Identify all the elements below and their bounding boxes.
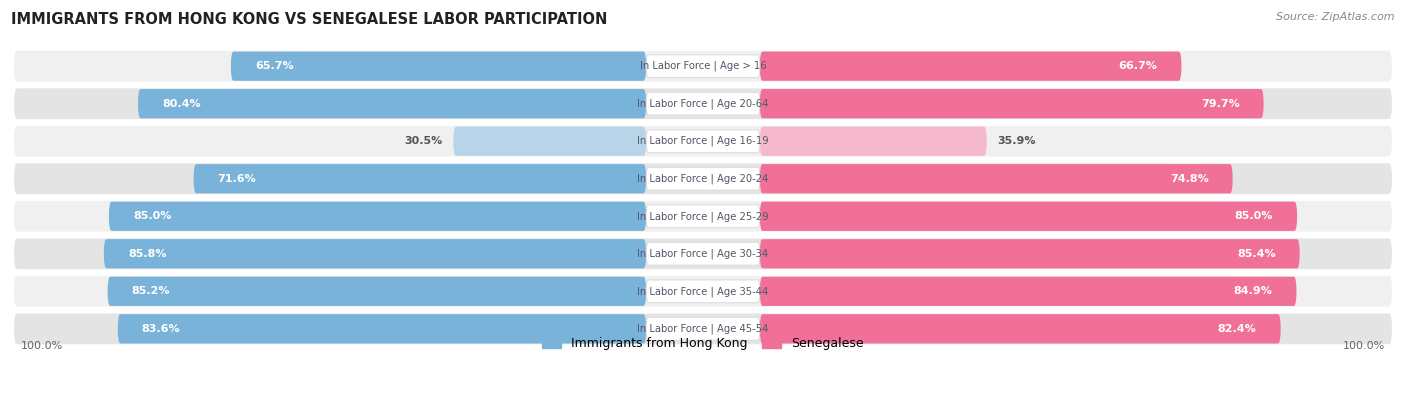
FancyBboxPatch shape [108,276,647,306]
Text: 74.8%: 74.8% [1170,174,1209,184]
Text: IMMIGRANTS FROM HONG KONG VS SENEGALESE LABOR PARTICIPATION: IMMIGRANTS FROM HONG KONG VS SENEGALESE … [11,12,607,27]
Text: 66.7%: 66.7% [1118,61,1157,71]
FancyBboxPatch shape [647,92,759,115]
FancyBboxPatch shape [14,126,1392,156]
Text: In Labor Force | Age > 16: In Labor Force | Age > 16 [640,61,766,71]
Text: Source: ZipAtlas.com: Source: ZipAtlas.com [1277,12,1395,22]
Text: 65.7%: 65.7% [254,61,294,71]
FancyBboxPatch shape [647,280,759,303]
FancyBboxPatch shape [138,89,647,118]
FancyBboxPatch shape [647,243,759,265]
Text: In Labor Force | Age 35-44: In Labor Force | Age 35-44 [637,286,769,297]
Legend: Immigrants from Hong Kong, Senegalese: Immigrants from Hong Kong, Senegalese [538,333,868,354]
FancyBboxPatch shape [453,126,647,156]
Text: 30.5%: 30.5% [405,136,443,146]
FancyBboxPatch shape [647,205,759,228]
Text: 85.2%: 85.2% [132,286,170,296]
FancyBboxPatch shape [759,164,1233,194]
FancyBboxPatch shape [647,130,759,152]
Text: In Labor Force | Age 25-29: In Labor Force | Age 25-29 [637,211,769,222]
Text: In Labor Force | Age 45-54: In Labor Force | Age 45-54 [637,324,769,334]
Text: 85.0%: 85.0% [134,211,172,221]
Text: 83.6%: 83.6% [142,324,180,334]
FancyBboxPatch shape [14,239,1392,269]
FancyBboxPatch shape [14,201,1392,231]
Text: 82.4%: 82.4% [1218,324,1257,334]
FancyBboxPatch shape [231,51,647,81]
FancyBboxPatch shape [14,164,1392,194]
Text: 80.4%: 80.4% [162,99,201,109]
FancyBboxPatch shape [647,318,759,340]
Text: 85.0%: 85.0% [1234,211,1272,221]
Text: 71.6%: 71.6% [218,174,256,184]
FancyBboxPatch shape [759,51,1181,81]
Text: 100.0%: 100.0% [21,341,63,352]
Text: 85.8%: 85.8% [128,249,166,259]
FancyBboxPatch shape [759,89,1264,118]
FancyBboxPatch shape [118,314,647,344]
Text: 35.9%: 35.9% [997,136,1036,146]
Text: In Labor Force | Age 20-24: In Labor Force | Age 20-24 [637,173,769,184]
FancyBboxPatch shape [647,55,759,77]
FancyBboxPatch shape [194,164,647,194]
FancyBboxPatch shape [108,201,647,231]
Text: 79.7%: 79.7% [1201,99,1240,109]
FancyBboxPatch shape [759,314,1281,344]
FancyBboxPatch shape [759,201,1298,231]
Text: 85.4%: 85.4% [1237,249,1275,259]
FancyBboxPatch shape [104,239,647,269]
Text: 100.0%: 100.0% [1343,341,1385,352]
FancyBboxPatch shape [14,51,1392,81]
Text: In Labor Force | Age 16-19: In Labor Force | Age 16-19 [637,136,769,147]
FancyBboxPatch shape [759,126,987,156]
FancyBboxPatch shape [14,314,1392,344]
Text: 84.9%: 84.9% [1233,286,1272,296]
Text: In Labor Force | Age 20-64: In Labor Force | Age 20-64 [637,98,769,109]
FancyBboxPatch shape [14,276,1392,307]
FancyBboxPatch shape [647,167,759,190]
FancyBboxPatch shape [759,276,1296,306]
FancyBboxPatch shape [759,239,1299,269]
FancyBboxPatch shape [14,88,1392,119]
Text: In Labor Force | Age 30-34: In Labor Force | Age 30-34 [637,248,769,259]
